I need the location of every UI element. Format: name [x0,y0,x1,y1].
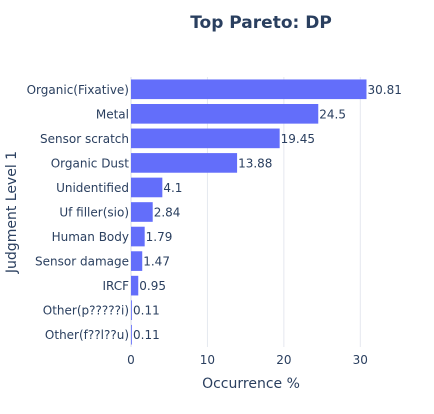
y-tick-label: IRCF [102,279,129,293]
chart-title: Top Pareto: DP [190,13,332,33]
data-label: 13.88 [238,156,272,170]
x-axis-title: Occurrence % [202,376,300,392]
y-tick-label: Organic(Fixative) [27,83,129,97]
bar[interactable] [131,177,163,198]
data-labels-layer: 30.81 24.5 19.45 13.88 4.1 2.84 1.79 1.47 0.95 0.… [133,83,402,342]
data-label: 0.95 [139,279,166,293]
bars-layer [131,79,367,345]
x-tick-label: 20 [276,353,291,367]
y-tick-label: Sensor scratch [40,132,129,146]
bar[interactable] [131,104,319,124]
y-tick-label: Other(f??l??u) [45,328,129,342]
x-tick-label: 0 [127,353,135,367]
y-tick-label: Metal [96,107,129,121]
data-label: 1.47 [143,255,170,269]
data-label: 24.5 [319,107,346,121]
x-tick-label: 30 [353,353,368,367]
bar[interactable] [131,300,132,320]
bar[interactable] [131,79,367,100]
bar[interactable] [131,202,153,222]
y-axis-title: Judgment Level 1 [4,151,20,274]
y-tick-label: Sensor damage [35,255,129,269]
data-label: 4.1 [163,181,182,195]
bar[interactable] [131,153,238,173]
y-tick-label: Organic Dust [51,156,130,170]
bar[interactable] [131,128,280,149]
bar[interactable] [131,324,132,345]
y-tick-label: Other(p?????i) [43,304,129,318]
y-tick-label: Unidentified [56,181,129,195]
x-tick-label: 10 [200,353,215,367]
data-label: 2.84 [154,206,181,220]
y-tick-label: Uf filler(sio) [59,206,129,220]
y-tick-labels: Organic(Fixative) Metal Sensor scratch Orga… [27,83,130,342]
data-label: 30.81 [367,83,401,97]
y-tick-label: Human Body [52,230,129,244]
data-label: 0.11 [133,328,160,342]
bar[interactable] [131,226,145,247]
data-label: 0.11 [133,304,160,318]
bar[interactable] [131,251,143,271]
x-tick-labels: 0 10 20 30 [127,353,368,367]
bar[interactable] [131,275,139,296]
data-label: 19.45 [281,132,315,146]
data-label: 1.79 [146,230,173,244]
